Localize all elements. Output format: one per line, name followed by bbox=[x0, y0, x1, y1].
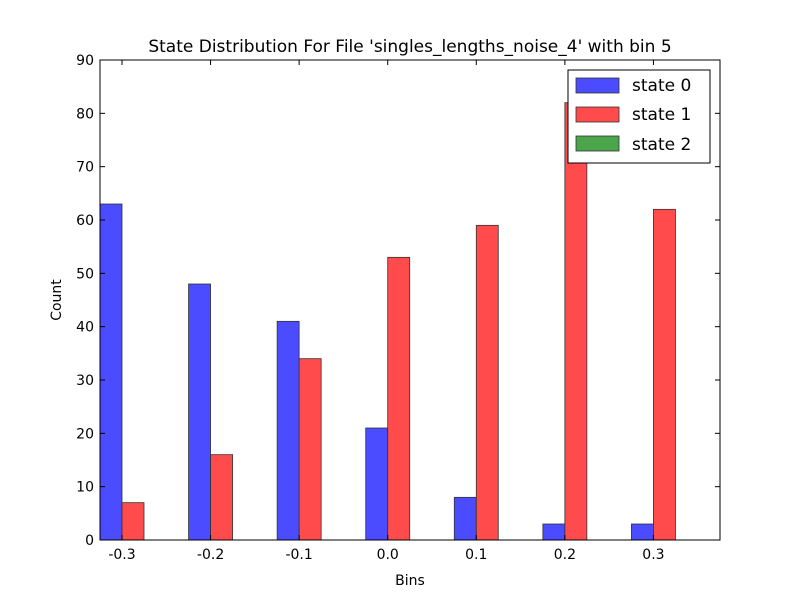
bar-state-1-4 bbox=[475, 224, 499, 541]
legend-label-state-0: state 0 bbox=[632, 76, 691, 96]
bar-state-1-6 bbox=[653, 208, 676, 541]
y-axis-label: Count bbox=[49, 279, 65, 321]
x-axis-ticks: -0.3 -0.2 -0.1 0.0 0.1 0.2 0.3 bbox=[108, 60, 665, 563]
bars-layer bbox=[99, 102, 676, 541]
x-tick-label: -0.3 bbox=[108, 547, 135, 563]
bar-state-1-5 bbox=[564, 102, 588, 541]
y-tick-label: 40 bbox=[76, 320, 94, 336]
y-tick-label: 10 bbox=[76, 480, 94, 496]
y-tick-label: 90 bbox=[76, 53, 94, 69]
y-tick-label: 0 bbox=[85, 533, 94, 549]
y-tick-label: 20 bbox=[76, 426, 94, 442]
x-tick-label: 0.0 bbox=[377, 547, 399, 563]
bar-state-1-1 bbox=[210, 454, 233, 541]
x-axis-label: Bins bbox=[395, 573, 425, 589]
bar-state-1-0 bbox=[121, 502, 145, 541]
bar-state-0-2 bbox=[276, 320, 300, 541]
legend-label-state-1: state 1 bbox=[632, 105, 691, 125]
plot-frame bbox=[99, 59, 721, 541]
legend-label-state-2: state 2 bbox=[632, 135, 691, 155]
x-tick-label: 0.2 bbox=[554, 547, 576, 563]
bar-state-1-2 bbox=[298, 358, 322, 541]
bar-state-0-1 bbox=[188, 283, 211, 541]
bar-state-0-0 bbox=[99, 203, 123, 541]
x-tick-label: 0.1 bbox=[465, 547, 487, 563]
bar-state-0-6 bbox=[631, 523, 654, 541]
legend: state 0 state 1 state 2 bbox=[567, 69, 711, 164]
x-tick-label: 0.3 bbox=[642, 547, 664, 563]
bar-state-0-5 bbox=[542, 523, 566, 541]
bar-state-0-4 bbox=[453, 496, 477, 541]
y-tick-label: 50 bbox=[76, 266, 94, 282]
chart-title: State Distribution For File 'singles_len… bbox=[148, 37, 671, 57]
bar-state-0-3 bbox=[365, 427, 389, 541]
legend-swatch-state-1 bbox=[575, 106, 620, 123]
y-tick-label: 60 bbox=[76, 213, 94, 229]
x-tick-label: -0.1 bbox=[285, 547, 312, 563]
y-tick-label: 30 bbox=[76, 373, 94, 389]
legend-swatch-state-2 bbox=[575, 135, 620, 152]
y-tick-label: 80 bbox=[76, 106, 94, 122]
y-tick-label: 70 bbox=[76, 160, 94, 176]
y-axis-ticks: 0 10 20 30 40 50 60 70 80 90 bbox=[76, 53, 720, 549]
x-tick-label: -0.2 bbox=[197, 547, 224, 563]
legend-swatch-state-0 bbox=[575, 77, 620, 94]
bar-state-1-3 bbox=[387, 256, 411, 541]
